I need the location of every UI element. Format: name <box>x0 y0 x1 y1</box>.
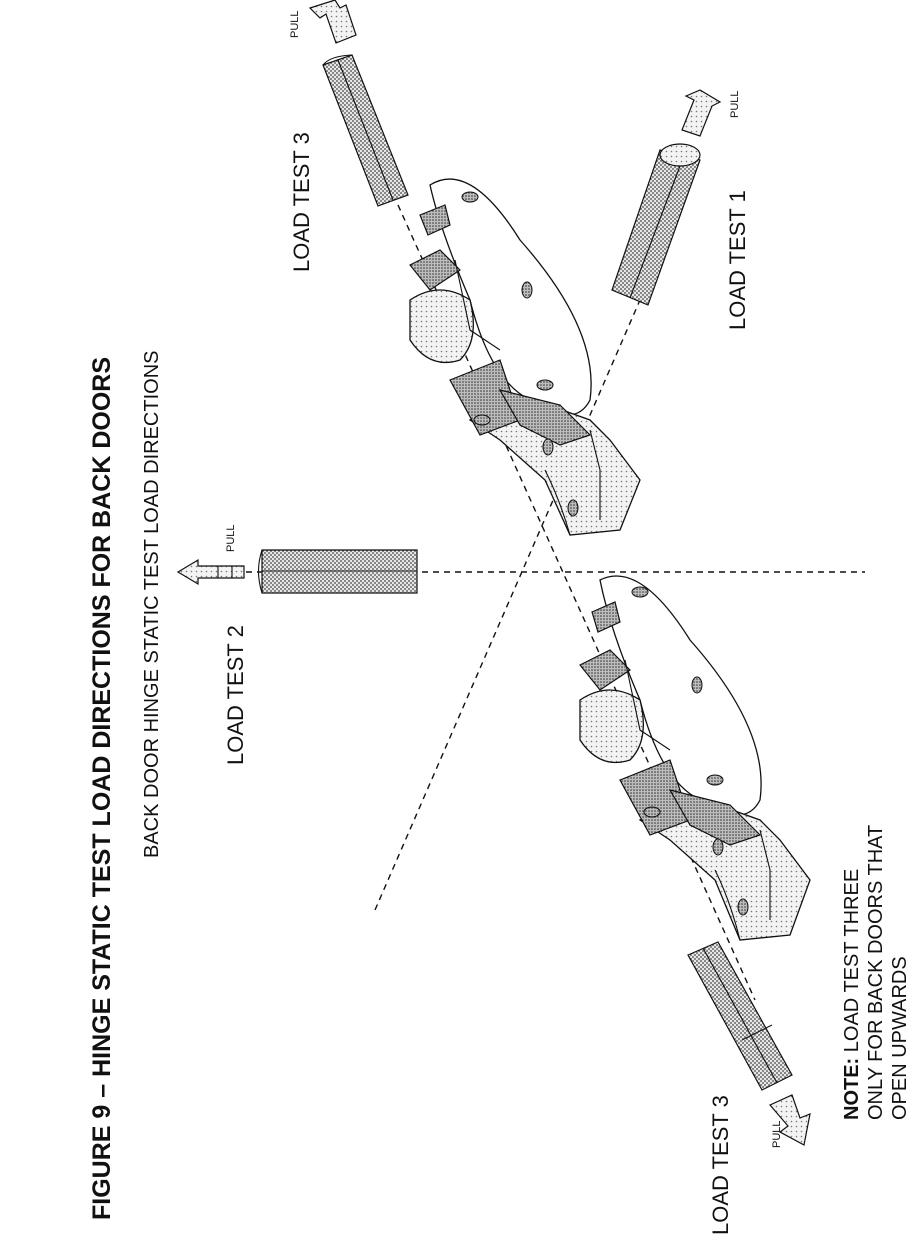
pull-arrow-test-2-icon <box>176 558 245 586</box>
load-test-3-upper-label: LOAD TEST 3 <box>289 132 314 272</box>
pull-label-test-2: PULL <box>225 524 237 552</box>
load-test-1-rod <box>611 143 701 306</box>
figure-subtitle: BACK DOOR HINGE STATIC TEST LOAD DIRECTI… <box>141 351 163 858</box>
note-block: NOTE: LOAD TEST THREE ONLY FOR BACK DOOR… <box>841 825 911 1120</box>
lower-hinge-assembly <box>579 575 811 941</box>
note-bold: NOTE: <box>841 1058 863 1120</box>
pull-label-test-1: PULL <box>729 90 741 118</box>
note-text-1: LOAD TEST THREE <box>841 869 863 1052</box>
load-test-2-rod <box>257 549 418 594</box>
pull-label-test-3-upper: PULL <box>289 10 301 38</box>
note-line-2: ONLY FOR BACK DOORS THAT <box>865 825 887 1120</box>
note-line-1: NOTE: LOAD TEST THREE <box>841 869 863 1120</box>
load-test-3-lower-label: LOAD TEST 3 <box>708 1095 733 1235</box>
load-test-1-label: LOAD TEST 1 <box>725 190 750 330</box>
note-line-3: OPEN UPWARDS <box>889 956 911 1120</box>
pull-arrow-test-1-icon <box>681 89 722 137</box>
figure-title: FIGURE 9 – HINGE STATIC TEST LOAD DIRECT… <box>88 357 116 1220</box>
pull-arrow-test-3-lower-icon <box>769 1094 811 1146</box>
load-test-3-upper-rod <box>322 54 409 207</box>
load-test-1-axis <box>374 299 641 911</box>
load-test-3-lower-rod <box>687 941 793 1091</box>
upper-hinge-assembly <box>409 178 641 536</box>
load-test-2-label: LOAD TEST 2 <box>223 625 248 765</box>
pull-label-test-3-lower: PULL <box>771 1120 783 1148</box>
pull-arrow-test-3-upper-icon <box>308 0 357 44</box>
